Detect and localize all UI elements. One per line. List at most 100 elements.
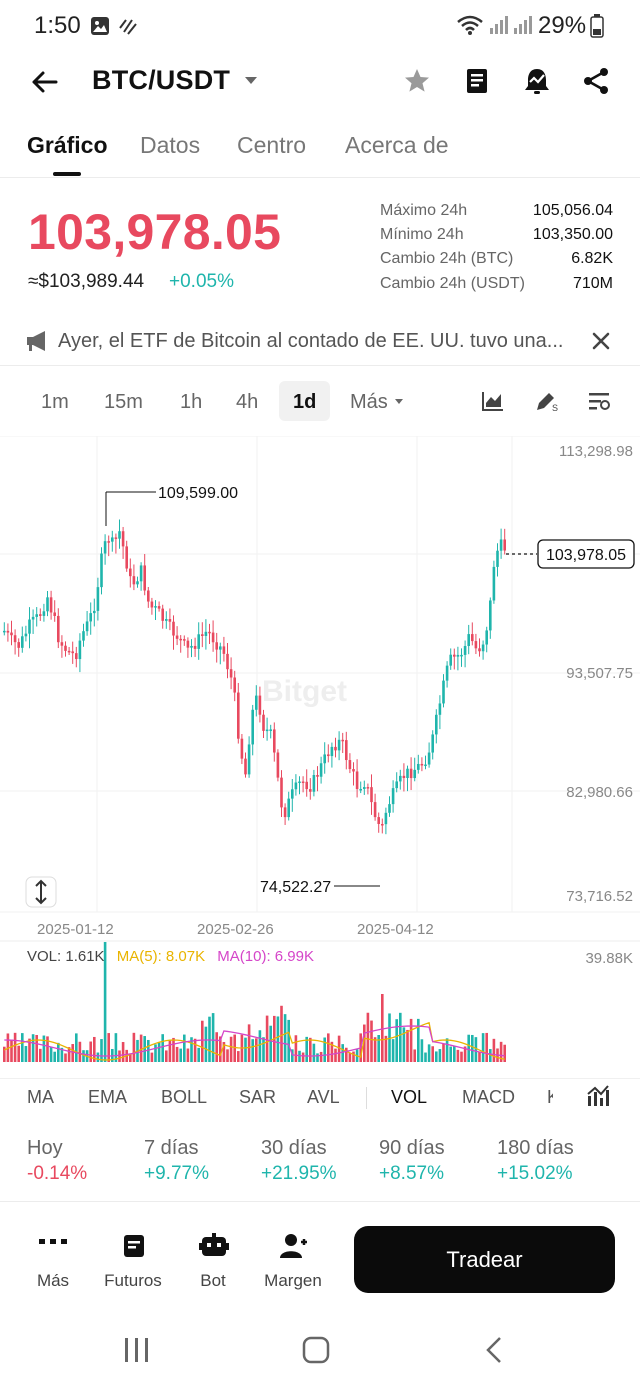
- candle-body: [147, 590, 150, 602]
- volume-bar: [330, 1041, 334, 1062]
- signal-activity-icon: [119, 19, 137, 35]
- draw-tools-icon[interactable]: S: [535, 390, 559, 412]
- volume-bar: [96, 1052, 100, 1062]
- candle-body: [359, 788, 362, 791]
- volume-bar: [265, 1015, 269, 1062]
- candle-body: [305, 781, 308, 790]
- candle-body: [298, 781, 301, 784]
- candle-body: [409, 768, 413, 779]
- tab-datos[interactable]: Datos: [140, 132, 201, 158]
- candle-body: [78, 640, 82, 660]
- candle-body: [10, 632, 13, 636]
- candle-body: [489, 600, 492, 631]
- stat-label-high: Máximo 24h: [380, 202, 468, 219]
- candle-body: [395, 781, 398, 789]
- volume-bar: [49, 1047, 53, 1062]
- bottom-nav-more[interactable]: Más: [36, 1271, 70, 1290]
- star-icon[interactable]: [403, 67, 431, 95]
- price-alert-icon[interactable]: [522, 66, 552, 96]
- indicator-avl[interactable]: AVL: [307, 1087, 340, 1107]
- trade-button[interactable]: Tradear: [354, 1226, 615, 1293]
- indicator-boll[interactable]: BOLL: [161, 1087, 208, 1107]
- cell-signal-icon: [490, 16, 508, 34]
- futures-icon[interactable]: [121, 1233, 147, 1259]
- chart-type-icon[interactable]: [482, 391, 504, 411]
- candle-body: [150, 601, 154, 608]
- candle-body: [208, 631, 211, 634]
- interval-more[interactable]: Más: [350, 391, 388, 413]
- more-dots-icon[interactable]: [38, 1237, 68, 1247]
- interval-1d[interactable]: 1d: [293, 391, 317, 413]
- volume-bar: [103, 942, 107, 1062]
- interval-15m[interactable]: 15m: [104, 391, 143, 413]
- candle-body: [89, 613, 92, 622]
- perf-label-today: Hoy: [27, 1137, 63, 1159]
- candle-body: [71, 651, 74, 654]
- candle-body: [381, 823, 384, 826]
- bottom-nav-margin[interactable]: Margen: [264, 1271, 322, 1290]
- tab-centro[interactable]: Centro: [237, 132, 307, 158]
- volume-bar: [157, 1042, 161, 1062]
- last-price-tag-text: 103,978.05: [546, 547, 626, 564]
- indicator-vol[interactable]: VOL: [391, 1087, 428, 1107]
- stat-value-high: 105,056.04: [532, 202, 613, 219]
- share-icon[interactable]: [582, 67, 610, 95]
- pair-title[interactable]: BTC/USDT: [92, 65, 231, 95]
- tab-grafico[interactable]: Gráfico: [27, 132, 108, 158]
- bot-icon[interactable]: [199, 1233, 229, 1259]
- candle-body: [3, 630, 6, 633]
- candle-body: [503, 539, 506, 551]
- indicator-ema[interactable]: EMA: [88, 1087, 128, 1107]
- candle-body: [481, 644, 485, 652]
- chart-settings-icon[interactable]: [588, 391, 610, 411]
- indicator-ma[interactable]: MA: [27, 1087, 54, 1107]
- indicator-settings-icon[interactable]: [586, 1084, 610, 1108]
- volume-bar: [427, 1044, 431, 1062]
- volume-bar: [366, 1012, 370, 1062]
- candle-body: [453, 654, 456, 657]
- volume-bar: [377, 1035, 380, 1062]
- volume-chart[interactable]: [0, 935, 640, 1070]
- interval-4h[interactable]: 4h: [236, 391, 259, 413]
- indicator-sar[interactable]: SAR: [239, 1087, 277, 1107]
- candle-body: [291, 789, 294, 799]
- candlestick-chart[interactable]: Bitget 113,298.98 93,507.75 82,980.66 73…: [0, 436, 640, 936]
- caret-down-icon[interactable]: [244, 76, 258, 86]
- volume-bar: [463, 1046, 467, 1062]
- volume-legend: VOL: 1.61K MA(5): 8.07K MA(10): 6.99K: [27, 948, 314, 965]
- vertical-arrows-icon[interactable]: [35, 879, 47, 905]
- megaphone-icon: [27, 331, 45, 351]
- perf-label-180d: 180 días: [497, 1137, 574, 1159]
- margin-icon[interactable]: [279, 1232, 309, 1260]
- back-arrow-icon[interactable]: [30, 68, 58, 96]
- interval-1h[interactable]: 1h: [180, 391, 203, 413]
- candle-body: [168, 619, 172, 622]
- candle-body: [283, 807, 287, 818]
- bottom-nav-futures[interactable]: Futuros: [104, 1271, 162, 1290]
- volume-bar: [262, 1037, 265, 1062]
- candle-body: [226, 653, 229, 670]
- book-icon[interactable]: [464, 67, 490, 95]
- interval-1m[interactable]: 1m: [41, 391, 69, 413]
- stat-label-low: Mínimo 24h: [380, 226, 464, 243]
- tab-acerca-de[interactable]: Acerca de: [345, 132, 449, 158]
- candle-body: [319, 763, 323, 777]
- recent-apps-icon[interactable]: [123, 1336, 151, 1364]
- volume-bar: [229, 1036, 233, 1062]
- candle-body: [42, 611, 46, 616]
- news-ticker[interactable]: Ayer, el ETF de Bitcoin al contado de EE…: [0, 318, 640, 366]
- volume-bar: [287, 1019, 290, 1062]
- bottom-nav-bot[interactable]: Bot: [200, 1271, 226, 1290]
- candle-body: [402, 775, 406, 779]
- volume-bar: [35, 1034, 38, 1062]
- close-icon[interactable]: [591, 331, 611, 351]
- ma5-label: MA(5): 8.07K: [116, 948, 206, 965]
- back-icon[interactable]: [484, 1336, 504, 1364]
- candle-body: [287, 798, 290, 818]
- perf-label-90d: 90 días: [379, 1137, 445, 1159]
- home-icon[interactable]: [302, 1336, 330, 1364]
- indicator-macd[interactable]: MACD: [462, 1087, 515, 1107]
- indicator-kdj[interactable]: K: [547, 1087, 553, 1108]
- news-text[interactable]: Ayer, el ETF de Bitcoin al contado de EE…: [58, 330, 564, 352]
- caret-down-icon[interactable]: [394, 398, 404, 406]
